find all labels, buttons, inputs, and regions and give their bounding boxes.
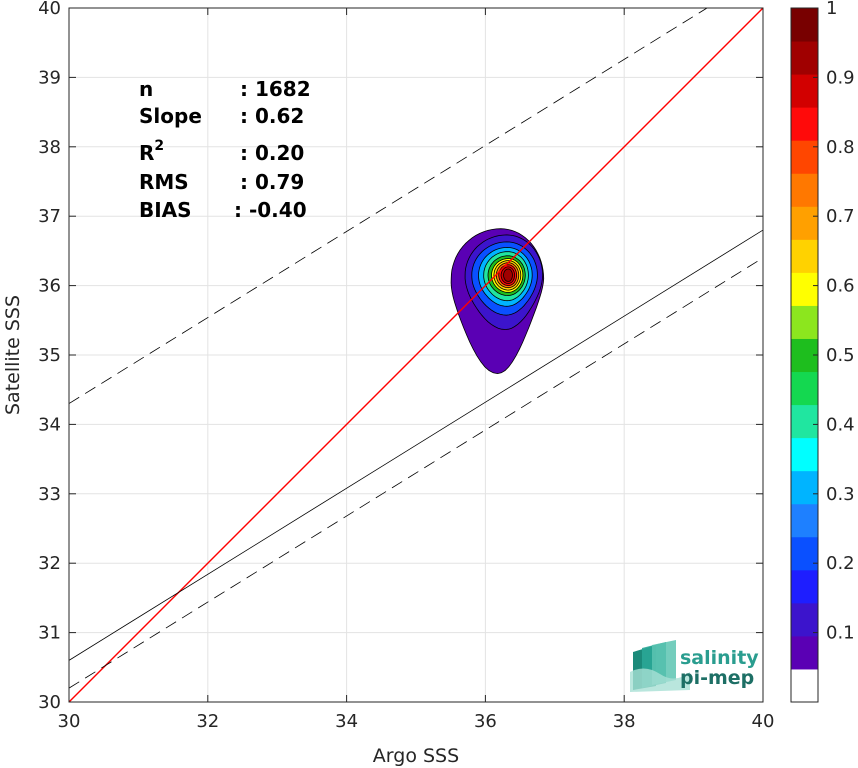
logo-text-pi-mep: pi-mep <box>680 667 754 689</box>
stat-r2-base: R <box>139 141 154 165</box>
y-tick-label-2: 32 <box>38 553 61 574</box>
x-tick-labels: 30 32 34 36 38 40 <box>58 711 775 732</box>
colorbar-tick-label-2: 0.3 <box>826 484 855 505</box>
stat-r2-label: R2 <box>139 138 164 165</box>
y-tick-label-7: 37 <box>38 206 61 227</box>
y-axis-label: Satellite SSS <box>2 295 24 415</box>
colorbar-swatch-11 <box>791 305 818 339</box>
stat-r2-sup: 2 <box>154 138 164 154</box>
line-11-0 <box>68 7 764 703</box>
stat-rms-label: RMS <box>139 170 189 194</box>
y-tick-label-6: 36 <box>38 276 61 297</box>
colorbar-swatch-8 <box>791 404 818 439</box>
colorbar-swatch-9 <box>791 371 818 406</box>
y-tick-label-4: 34 <box>38 414 61 435</box>
line-fit-2 <box>68 7 708 404</box>
x-tick-label-5: 40 <box>752 711 775 732</box>
colorbar-swatch-14 <box>791 206 818 240</box>
colorbar-swatch-4 <box>791 536 818 571</box>
colorbar-tick-label-7: 0.8 <box>826 137 855 158</box>
colorbar-tick-label-8: 0.9 <box>826 67 855 88</box>
colorbar-tick-label-3: 0.4 <box>826 414 855 435</box>
colorbar-swatch-6 <box>791 470 818 505</box>
y-tick-labels: 30 31 32 33 34 35 36 37 38 39 40 <box>38 0 61 713</box>
colorbar-tick-label-6: 0.7 <box>826 206 855 227</box>
axis-ticks <box>68 7 764 703</box>
colorbar-swatch-2 <box>791 602 818 637</box>
salinity-pi-mep-logo: salinity pi-mep <box>630 640 759 692</box>
colorbar-swatch-13 <box>791 239 818 273</box>
colorbar-swatch-12 <box>791 272 818 306</box>
stat-r2-value: : 0.20 <box>240 141 304 165</box>
y-tick-label-3: 33 <box>38 484 61 505</box>
colorbar <box>791 8 818 703</box>
colorbar-swatch-17 <box>791 107 818 141</box>
y-tick-label-8: 38 <box>38 137 61 158</box>
y-tick-label-1: 31 <box>38 623 61 644</box>
regression-lines <box>68 7 764 703</box>
colorbar-swatch-19 <box>791 41 818 75</box>
y-tick-label-5: 35 <box>38 345 61 366</box>
logo-waves-icon <box>630 640 690 692</box>
stat-rms-value: : 0.79 <box>240 170 304 194</box>
stats-box: n : 1682 Slope : 0.62 R2 : 0.20 RMS : 0.… <box>139 77 311 222</box>
y-tick-label-10: 40 <box>38 0 61 19</box>
y-tick-label-0: 30 <box>38 692 61 713</box>
colorbar-swatch-18 <box>791 74 818 108</box>
density-level-11 <box>503 268 513 282</box>
colorbar-swatch-20 <box>791 8 818 42</box>
x-tick-label-0: 30 <box>58 711 81 732</box>
y-tick-label-9: 39 <box>38 67 61 88</box>
stat-n-value: : 1682 <box>240 77 311 101</box>
colorbar-tick-label-1: 0.2 <box>826 553 855 574</box>
line-fit-1 <box>68 229 764 661</box>
x-tick-label-1: 32 <box>196 711 219 732</box>
x-axis-label: Argo SSS <box>373 745 459 767</box>
colorbar-swatch-5 <box>791 503 818 538</box>
stat-bias-label: BIAS <box>139 198 192 222</box>
stat-slope-label: Slope <box>139 104 202 128</box>
colorbar-swatch-16 <box>791 140 818 174</box>
stat-slope-value: : 0.62 <box>240 104 304 128</box>
x-tick-label-2: 34 <box>335 711 358 732</box>
x-tick-label-3: 36 <box>474 711 497 732</box>
colorbar-tick-label-0: 0.1 <box>826 623 855 644</box>
colorbar-swatch-3 <box>791 569 818 604</box>
colorbar-tick-label-4: 0.5 <box>826 345 855 366</box>
stat-bias-value: : -0.40 <box>234 198 307 222</box>
logo-text-salinity: salinity <box>680 647 759 669</box>
colorbar-tick-labels: 0.1 0.2 0.3 0.4 0.5 0.6 0.7 0.8 0.9 1 <box>813 0 855 644</box>
x-tick-label-4: 38 <box>613 711 636 732</box>
line-fit-3 <box>68 257 764 689</box>
colorbar-swatch-15 <box>791 173 818 207</box>
colorbar-swatch-0 <box>791 668 818 703</box>
colorbar-swatch-7 <box>791 437 818 472</box>
stat-n-label: n <box>139 77 153 101</box>
colorbar-tick-label-9: 1 <box>826 0 837 19</box>
density-contours <box>450 228 545 375</box>
colorbar-swatch-1 <box>791 635 818 670</box>
colorbar-tick-label-5: 0.6 <box>826 276 855 297</box>
